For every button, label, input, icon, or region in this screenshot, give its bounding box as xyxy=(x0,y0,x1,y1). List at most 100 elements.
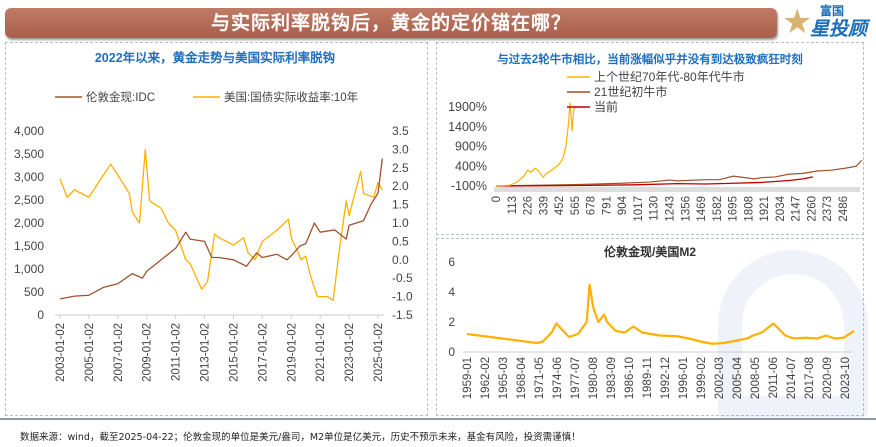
logo-top: 富国 xyxy=(820,4,845,18)
x-tick: 1989-11 xyxy=(642,357,654,398)
series-gold-m2 xyxy=(466,283,855,345)
x-tick: 1968-04 xyxy=(516,356,528,399)
x-tick: 2017-01-02 xyxy=(257,323,269,382)
x-tick: 1996-01 xyxy=(678,357,690,399)
x-tick: 1977-07 xyxy=(570,357,582,399)
x-tick: 2017-08 xyxy=(804,357,816,399)
x-tick: 791 xyxy=(601,196,613,215)
x-tick: 2486 xyxy=(838,196,850,222)
x-tick: 1959-01 xyxy=(462,357,474,399)
y-tick: -100% xyxy=(451,179,487,193)
x-tick: 1983-09 xyxy=(606,357,618,399)
x-tick: 1808 xyxy=(743,196,755,222)
x-tick: 2023-10 xyxy=(840,357,852,399)
y-left-tick: 0 xyxy=(37,308,44,322)
x-tick: 2008-05 xyxy=(750,357,762,399)
y-right-tick: 2.5 xyxy=(392,161,409,175)
y-tick: 4 xyxy=(448,285,455,299)
x-tick: 1965-03 xyxy=(498,357,510,399)
y-left-tick: 2,500 xyxy=(14,193,44,207)
y-right-tick: -1.5 xyxy=(392,308,413,322)
x-tick: 2013-01-02 xyxy=(200,323,212,382)
series-21c xyxy=(495,159,863,187)
x-tick: 2023-01-02 xyxy=(344,323,356,382)
x-tick: 339 xyxy=(538,196,550,215)
legend-label: 当前 xyxy=(594,99,618,114)
y-left-tick: 1,000 xyxy=(14,262,44,276)
y-left-tick: 3,500 xyxy=(14,147,44,161)
x-tick: 2007-01-02 xyxy=(113,323,125,382)
x-tick: 2019-01-02 xyxy=(286,323,298,382)
y-right-tick: -1.0 xyxy=(392,290,413,304)
y-tick: 900% xyxy=(455,140,487,154)
chart-title: 与过去2轮牛市相比，当前涨幅似乎并没有到达极致疯狂时刻 xyxy=(497,52,802,66)
divider xyxy=(0,418,876,420)
x-tick: 1986-10 xyxy=(624,357,636,399)
x-tick: 0 xyxy=(491,196,503,202)
x-tick: 904 xyxy=(617,195,629,215)
x-tick: 2373 xyxy=(822,196,834,222)
x-tick: 565 xyxy=(570,196,582,215)
y-left-tick: 2,000 xyxy=(14,216,44,230)
y-right-tick: 3.5 xyxy=(392,124,409,138)
y-tick: 1900% xyxy=(448,100,487,114)
x-tick: 2147 xyxy=(791,196,803,222)
x-tick: 2002-03 xyxy=(714,357,726,399)
x-tick: 1921 xyxy=(759,196,771,222)
x-tick: 2034 xyxy=(775,195,787,221)
x-tick: 1356 xyxy=(680,196,692,222)
y-tick: 2 xyxy=(448,315,455,329)
chart-title: 2022年以来，黄金走势与美国实际利率脱钩 xyxy=(95,50,335,65)
x-tick: 2011-01-02 xyxy=(171,323,183,381)
y-right-tick: 1.0 xyxy=(392,216,409,230)
y-right-tick: 0.5 xyxy=(392,234,409,248)
y-left-tick: 3,000 xyxy=(14,170,44,184)
x-tick: 1992-12 xyxy=(660,357,672,399)
footer-note: 数据来源：wind，截至2025-04-22；伦敦金现的单位是美元/盎司，M2单… xyxy=(20,432,581,443)
left-chart-panel xyxy=(5,42,428,416)
x-tick: 1130 xyxy=(649,196,661,221)
x-tick: 1469 xyxy=(696,196,708,222)
x-tick: 1962-02 xyxy=(480,357,492,399)
y-right-tick: 0.0 xyxy=(392,253,409,267)
legend-label: 上个世纪70年代-80年代牛市 xyxy=(594,69,745,84)
x-tick: 2005-04 xyxy=(732,356,744,399)
bull-market-panel xyxy=(436,42,864,235)
y-tick: 400% xyxy=(455,159,487,173)
x-tick: 2014-07 xyxy=(786,357,798,399)
x-tick: 2020-09 xyxy=(822,357,834,399)
logo-main: 星投顾 xyxy=(810,18,868,40)
series-current xyxy=(495,176,813,187)
star-icon: ★ xyxy=(782,2,813,42)
x-tick: 2015-01-02 xyxy=(228,323,240,382)
gold-m2-panel xyxy=(436,238,864,416)
y-right-tick: 2.0 xyxy=(392,179,409,193)
y-right-tick: 1.5 xyxy=(392,198,409,212)
x-tick: 1582 xyxy=(712,196,724,222)
y-left-tick: 4,000 xyxy=(14,124,44,138)
y-tick: 6 xyxy=(448,255,455,269)
x-tick: 113 xyxy=(507,196,519,214)
y-right-tick: -0.5 xyxy=(392,271,413,285)
legend-label: 伦敦金现:IDC xyxy=(86,90,155,104)
x-tick: 1695 xyxy=(728,196,740,222)
x-tick: 2025-01-02 xyxy=(373,323,385,382)
series-70s xyxy=(495,102,577,187)
legend-label: 21世纪初牛市 xyxy=(594,84,667,99)
series-real-yield xyxy=(59,148,383,301)
y-right-tick: 3.0 xyxy=(392,142,409,156)
x-tick: 1243 xyxy=(665,196,677,222)
x-tick: 1980-08 xyxy=(588,357,600,399)
logo: ★ 富国 星投顾 xyxy=(780,2,872,42)
legend-label: 美国:国债实际收益率:10年 xyxy=(224,90,358,104)
y-left-tick: 1,500 xyxy=(14,239,44,253)
x-tick: 2009-01-02 xyxy=(142,323,154,382)
x-tick: 1999-02 xyxy=(696,357,708,399)
y-left-tick: 500 xyxy=(24,285,44,299)
series-gold xyxy=(59,158,383,300)
x-tick: 678 xyxy=(586,196,598,215)
x-tick: 226 xyxy=(523,196,535,215)
y-tick: 0 xyxy=(448,345,455,359)
x-tick: 2003-01-02 xyxy=(55,323,67,382)
